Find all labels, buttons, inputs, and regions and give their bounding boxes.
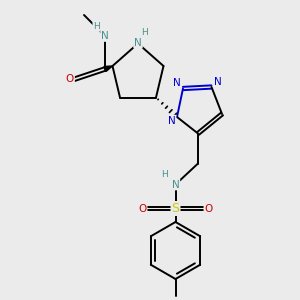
Text: N: N — [214, 76, 222, 87]
Polygon shape — [104, 66, 112, 71]
Text: O: O — [204, 203, 213, 214]
Text: H: H — [162, 170, 168, 179]
Text: S: S — [172, 202, 179, 215]
Text: N: N — [134, 38, 142, 48]
Text: H: H — [141, 28, 148, 37]
Text: O: O — [138, 203, 147, 214]
Text: N: N — [172, 179, 179, 190]
Text: N: N — [168, 116, 176, 126]
Text: O: O — [66, 74, 74, 85]
Text: H: H — [93, 22, 100, 31]
Text: N: N — [101, 31, 109, 41]
Text: N: N — [172, 78, 180, 88]
